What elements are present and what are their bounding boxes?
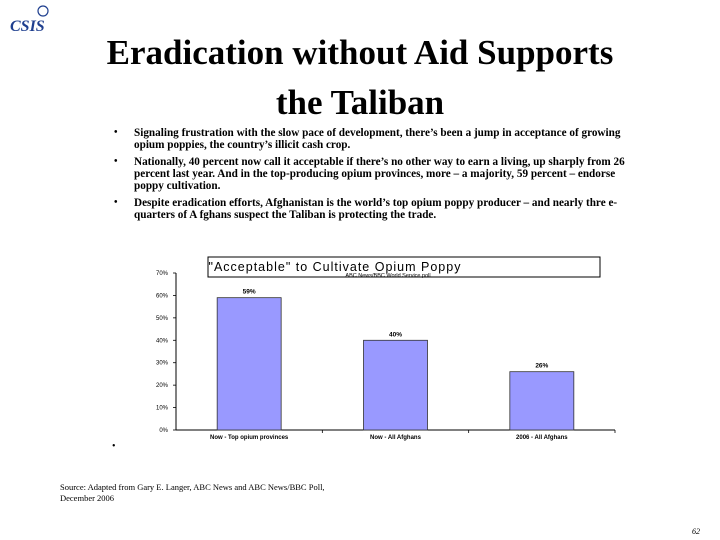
bullet-item: • Despite eradication efforts, Afghanista… (112, 197, 632, 221)
slide-title: Eradication without Aid Supports the Tal… (40, 28, 680, 128)
empty-bullet-icon: • (112, 441, 116, 452)
chart-title: "Acceptable" to Cultivate Opium Poppy (209, 260, 462, 274)
y-tick-label: 70% (156, 271, 169, 277)
x-tick-label: Now - All Afghans (370, 435, 422, 441)
data-label: 40% (389, 331, 402, 338)
logo-text: CSIS (10, 18, 45, 35)
y-tick-label: 10% (156, 406, 169, 412)
bullet-icon: • (114, 127, 118, 138)
bullet-icon: • (114, 156, 118, 167)
csis-logo: CSIS (10, 5, 49, 35)
data-label: 59% (243, 289, 256, 296)
data-label: 26% (535, 363, 548, 370)
bullet-text: Signaling frustration with the slow pace… (134, 127, 621, 151)
chart-title-box (207, 256, 601, 278)
y-tick-label: 40% (156, 338, 169, 344)
bullet-list: • Signaling frustration with the slow pac… (112, 127, 632, 226)
chart-container: "Acceptable" to Cultivate Opium Poppy AB… (110, 255, 620, 455)
page-number: 62 (692, 527, 700, 536)
bullet-text: Nationally, 40 percent now call it accep… (134, 156, 625, 192)
bullet-item: • Signaling frustration with the slow pac… (112, 127, 632, 151)
chart-subtitle: ABC News/BBC World Service poll (345, 273, 430, 279)
bar (509, 371, 575, 431)
y-tick-label: 20% (156, 383, 169, 389)
bar (363, 339, 428, 431)
y-tick-label: 60% (156, 293, 169, 299)
bar-chart: "Acceptable" to Cultivate Opium Poppy AB… (156, 256, 616, 441)
bullet-icon: • (114, 197, 118, 208)
x-tick-label: 2006 - All Afghans (516, 435, 568, 441)
x-tick-label: Now - Top opium provinces (210, 435, 289, 441)
logo-seal-icon (37, 5, 49, 17)
title-line-1: Eradication without Aid Supports (106, 33, 614, 72)
source-note: Source: Adapted from Gary E. Langer, ABC… (60, 482, 325, 503)
y-tick-label: 30% (156, 361, 169, 367)
bullet-text: Despite eradication efforts, Afghanistan… (134, 197, 618, 221)
bullet-item: • Nationally, 40 percent now call it acce… (112, 156, 632, 192)
title-line-2: the Taliban (275, 83, 445, 122)
y-tick-label: 50% (156, 316, 169, 322)
y-tick-label: 0% (159, 428, 168, 434)
bar (216, 297, 282, 431)
